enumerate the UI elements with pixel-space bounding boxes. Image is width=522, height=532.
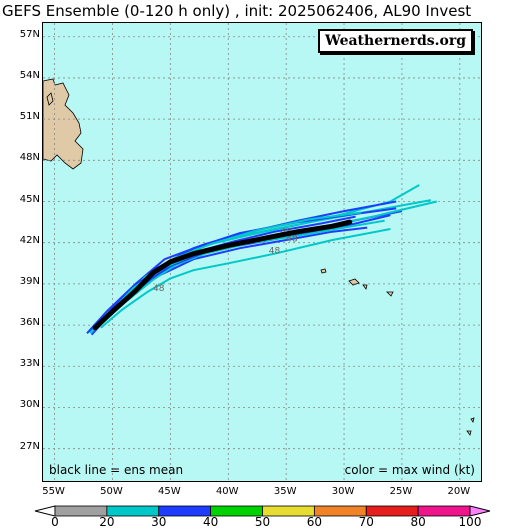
madeira-island — [470, 417, 475, 423]
lat-label: 57N — [19, 28, 40, 40]
colorbar-tick-label: 70 — [358, 515, 374, 529]
colorbar-tick-label: 0 — [51, 515, 59, 529]
lon-label: 35W — [273, 486, 297, 497]
azores-island-3 — [362, 284, 368, 290]
lon-label: 25W — [389, 486, 413, 497]
azores-island-4 — [386, 291, 394, 297]
ensemble-mean-track — [92, 219, 353, 331]
lat-label: 42N — [19, 234, 40, 246]
lat-label: 54N — [19, 69, 40, 81]
brand-logo: Weathernerds.org — [318, 29, 473, 53]
colorbar-right-arrow — [469, 505, 491, 517]
newfoundland-land — [43, 78, 84, 170]
lon-label: 20W — [447, 486, 471, 497]
lat-label: 45N — [19, 193, 40, 205]
lat-label: 27N — [19, 440, 40, 452]
hour-label: 48 — [269, 247, 281, 257]
lat-label: 33N — [19, 358, 40, 370]
lon-label: 30W — [331, 486, 355, 497]
lat-label: 51N — [19, 111, 40, 123]
colorbar-tick-label: 20 — [99, 515, 115, 529]
hour-label: 48 — [286, 234, 298, 244]
ensemble-members — [86, 184, 437, 336]
wind-colorbar — [34, 505, 491, 517]
lon-label: 55W — [42, 486, 65, 497]
lat-label: 30N — [19, 399, 40, 411]
lat-label: 39N — [19, 275, 40, 287]
canary-island — [466, 430, 472, 436]
lat-label: 48N — [19, 152, 40, 164]
map-title: GEFS Ensemble (0-120 h only) , init: 202… — [2, 2, 472, 20]
map-panel: 48 48 48 48 Weathernerds.org black line = e… — [42, 22, 482, 482]
lon-label: 45W — [158, 486, 181, 497]
colorbar-tick-label: 60 — [306, 515, 323, 529]
coast-island — [46, 92, 54, 106]
legend-mean-note: black line = ens mean — [49, 463, 184, 477]
member-track — [90, 199, 432, 332]
lat-label: 36N — [19, 317, 40, 329]
hour-label: 48 — [153, 284, 165, 294]
lon-label: 40W — [215, 486, 239, 497]
grid-lines — [43, 23, 481, 481]
azores-island-2 — [348, 278, 360, 286]
colorbar-tick-label: 80 — [410, 515, 426, 529]
lon-label: 50W — [100, 486, 123, 497]
member-track — [100, 228, 391, 329]
azores-island-1 — [320, 268, 327, 274]
member-track — [86, 200, 397, 334]
member-track — [89, 200, 437, 334]
colorbar-tick-label: 100 — [458, 515, 482, 529]
legend-color-note: color = max wind (kt) — [344, 463, 475, 477]
colorbar-tick-label: 40 — [202, 515, 219, 529]
mean-track-line — [92, 219, 353, 331]
colorbar-tick-label: 50 — [254, 515, 271, 529]
colorbar-tick-label: 30 — [151, 515, 167, 529]
